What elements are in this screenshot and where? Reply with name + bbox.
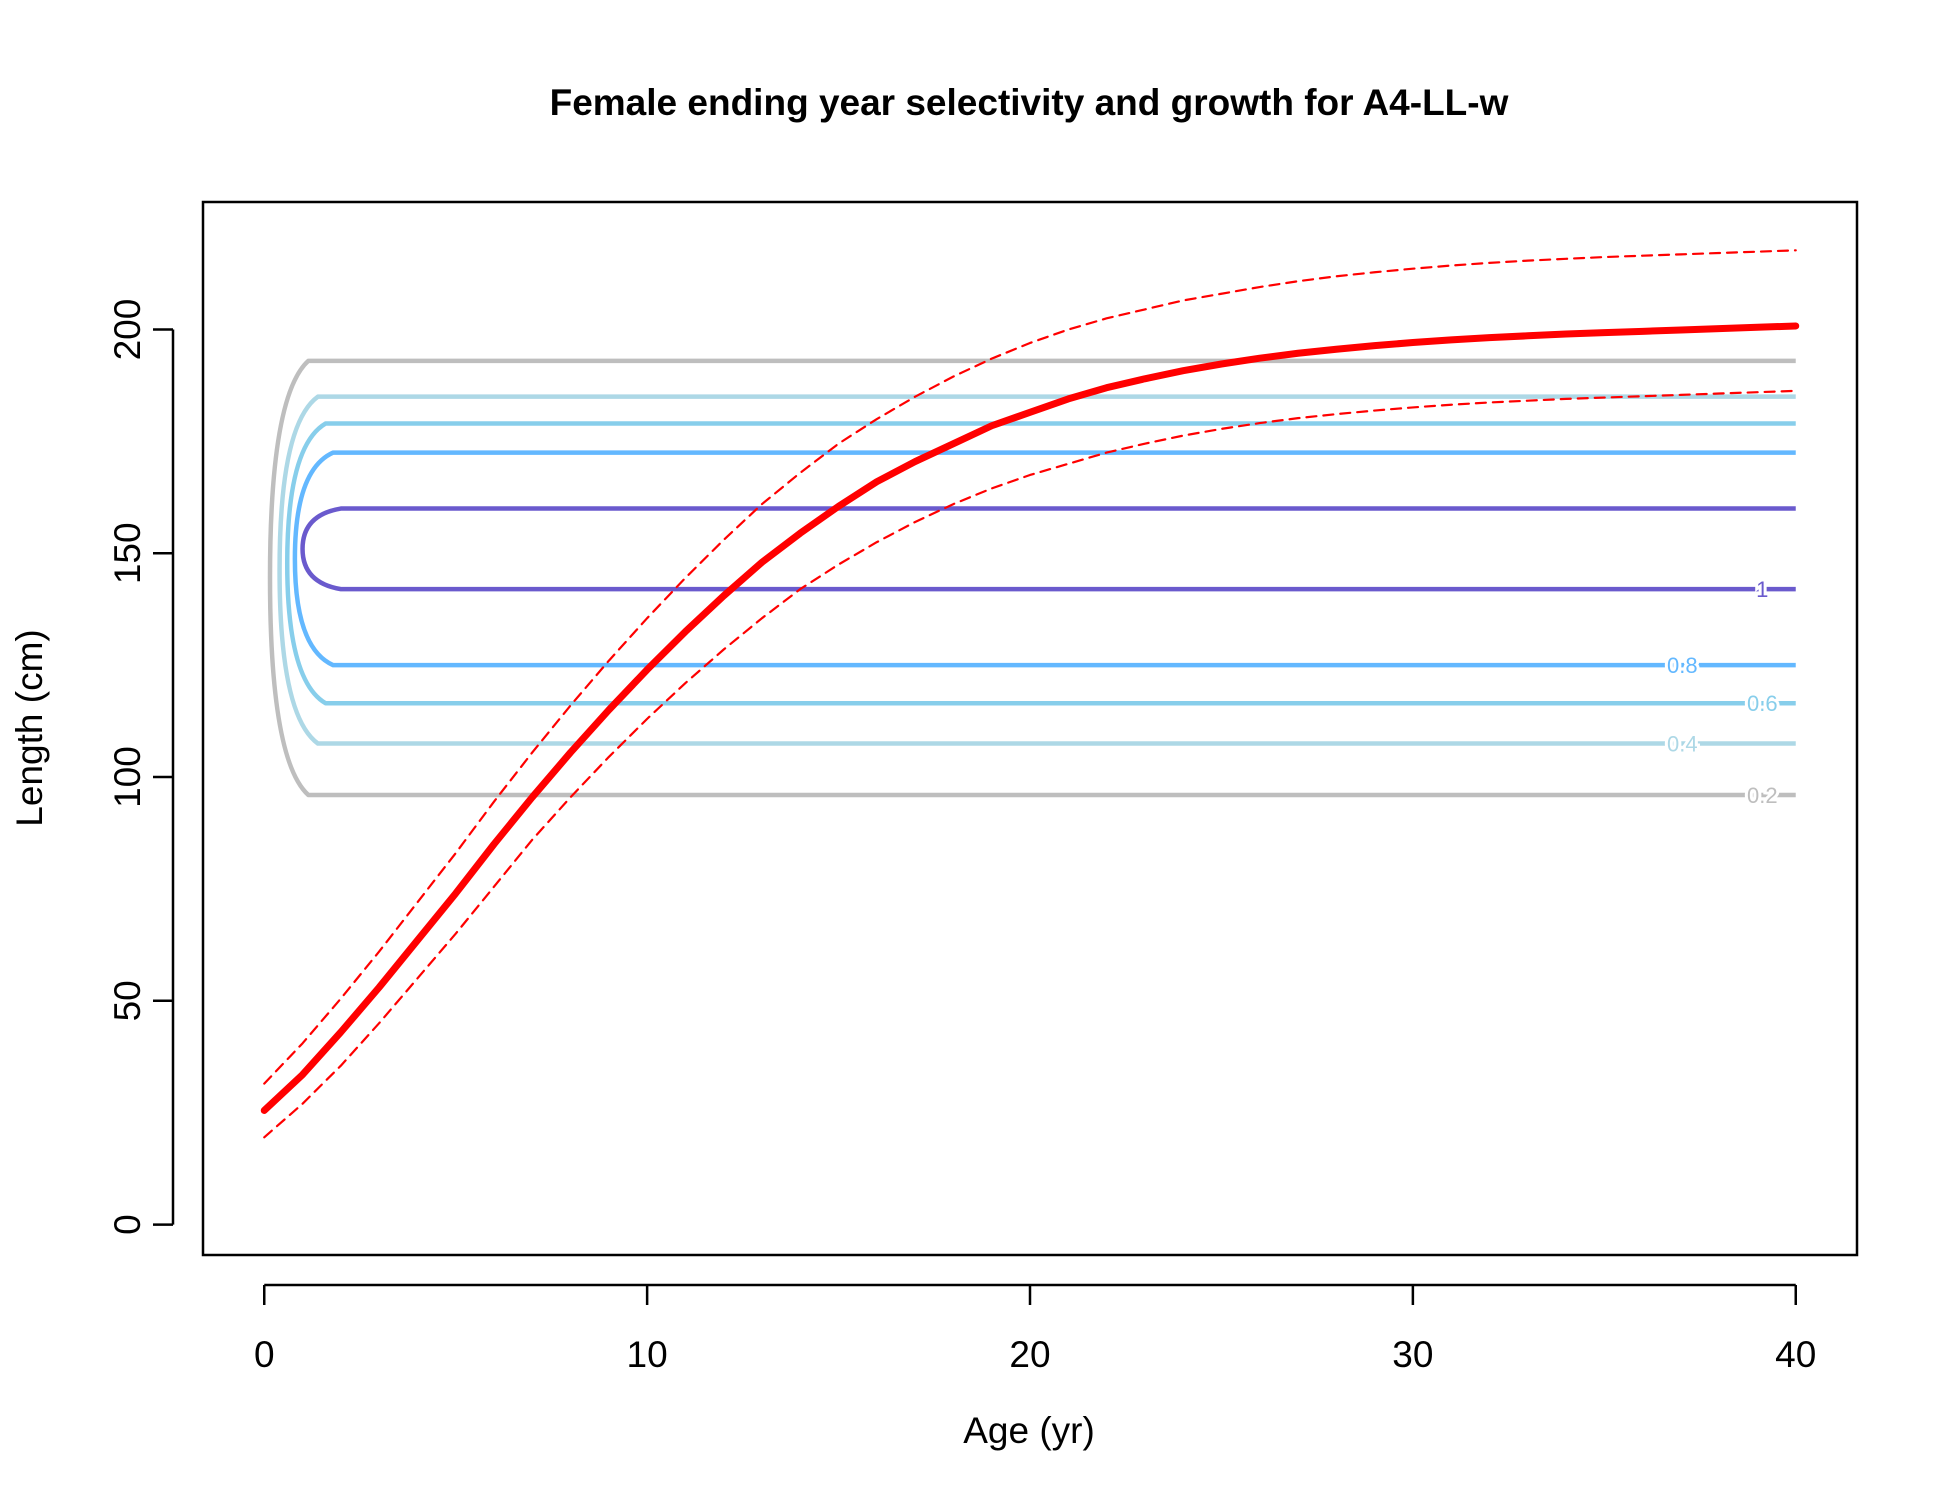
growth-upper-ci-line	[263, 249, 1797, 1085]
y-tick-label-0: 0	[107, 1214, 148, 1235]
x-tick-label-20: 20	[1009, 1334, 1050, 1375]
selectivity-contour-0.2	[267, 358, 1796, 798]
y-tick-label-150: 150	[107, 522, 148, 584]
plot-area: 0.2 0.4 0.6 0.8 1	[260, 249, 1800, 1139]
y-tick-label-100: 100	[107, 746, 148, 808]
contour-label-0.8: 0.8	[1667, 653, 1698, 678]
x-tick-label-0: 0	[254, 1334, 275, 1375]
x-axis-label: Age (yr)	[963, 1410, 1095, 1451]
x-tick-label-10: 10	[627, 1334, 668, 1375]
growth-mean-line	[260, 322, 1800, 1114]
growth-lower-ci-line	[263, 389, 1797, 1139]
y-tick-label-50: 50	[107, 980, 148, 1021]
plot-frame	[201, 200, 1859, 1257]
contour-label-0.6: 0.6	[1747, 691, 1778, 716]
selectivity-contour-0.6	[284, 421, 1796, 706]
axes: 0 10 20 30 40 0 50 100 150 200	[107, 299, 1816, 1375]
contour-label-0.2: 0.2	[1747, 783, 1778, 808]
selectivity-contour-0.4	[277, 394, 1796, 746]
x-tick-label-40: 40	[1775, 1334, 1816, 1375]
x-tick-label-30: 30	[1392, 1334, 1433, 1375]
contour-label-0.4: 0.4	[1667, 731, 1698, 756]
y-axis-label: Length (cm)	[9, 629, 50, 826]
contour-label-1: 1	[1756, 577, 1768, 602]
y-tick-label-200: 200	[107, 299, 148, 361]
selectivity-contour-1	[300, 506, 1796, 592]
chart-title: Female ending year selectivity and growt…	[550, 82, 1509, 123]
selectivity-contour-0.8	[292, 450, 1796, 668]
